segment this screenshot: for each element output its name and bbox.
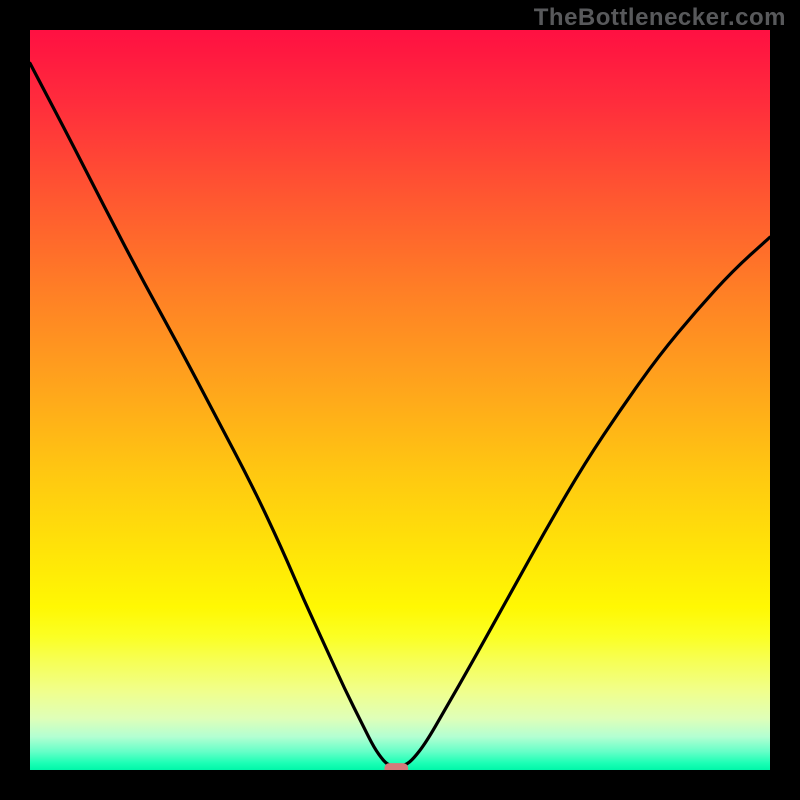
watermark-text: TheBottlenecker.com <box>534 4 786 32</box>
optimal-point-marker <box>384 763 408 770</box>
bottleneck-chart-svg <box>30 30 770 770</box>
gradient-background <box>30 30 770 770</box>
plot-area <box>30 30 770 770</box>
chart-frame: TheBottlenecker.com <box>0 0 800 800</box>
